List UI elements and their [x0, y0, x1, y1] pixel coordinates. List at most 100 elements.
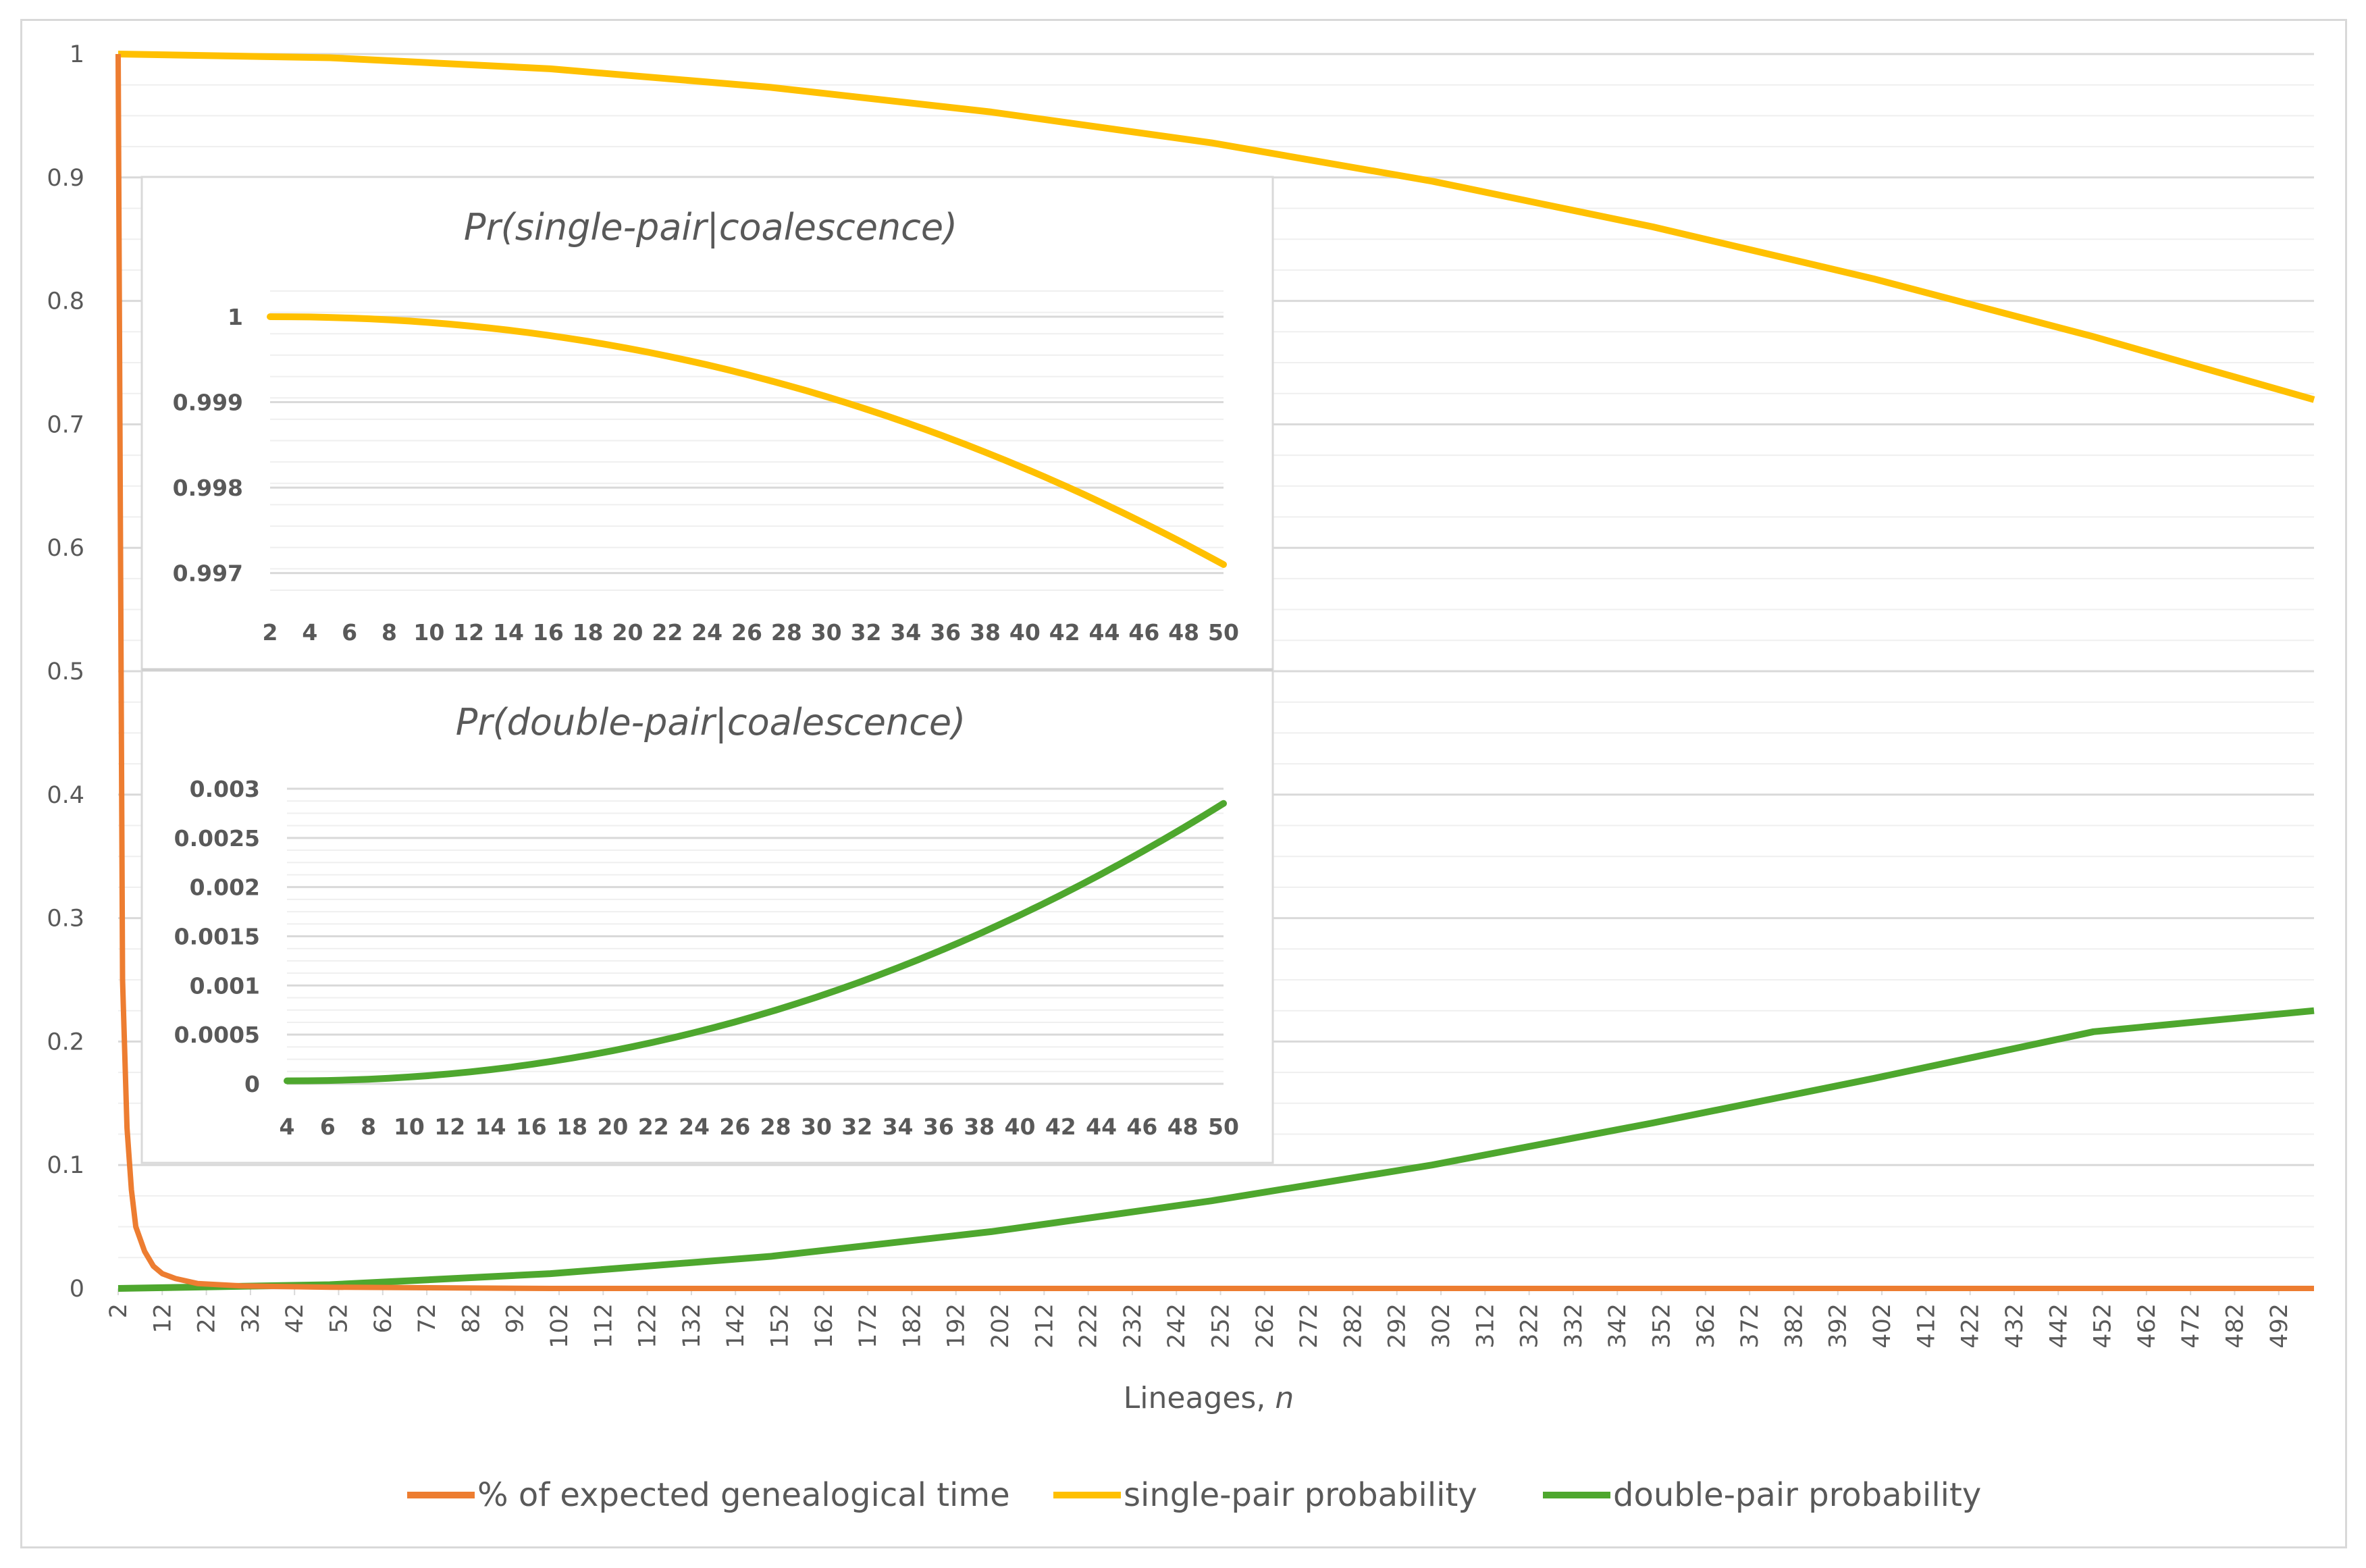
x-tick-label: 282	[1340, 1303, 1367, 1349]
inset-x-tick-label: 42	[1049, 619, 1080, 646]
inset-y-tick-label: 0.0025	[174, 825, 260, 852]
x-tick-label: 92	[502, 1303, 529, 1334]
x-tick-label: 332	[1560, 1303, 1587, 1349]
inset-series-line	[267, 313, 1227, 568]
inset-x-tick-label: 20	[597, 1114, 628, 1140]
x-tick-label: 102	[546, 1303, 573, 1349]
x-tick-label: 402	[1869, 1303, 1896, 1349]
chart-frame	[20, 19, 2347, 1548]
inset-y-tick-label: 0	[244, 1071, 260, 1097]
legend-item-1: single-pair probability	[1053, 1476, 1477, 1514]
inset-y-tick-label: 0.0015	[174, 924, 260, 950]
inset-x-tick-label: 6	[342, 619, 357, 646]
inset-single-pair: Pr(single-pair|coalescence) 0.997 0.998 0.9…	[173, 206, 1239, 646]
x-tick-label: 252	[1208, 1303, 1235, 1349]
legend-label: % of expected genealogical time	[477, 1476, 1010, 1514]
inset-x-tick-label: 50	[1208, 1114, 1239, 1140]
inset-x-tick-label: 4	[280, 1114, 295, 1140]
y-tick-label: 0.7	[47, 411, 84, 438]
x-tick-label: 392	[1825, 1303, 1852, 1349]
inset-x-tick-label: 50	[1208, 619, 1239, 646]
inset-x-tick-label: 34	[890, 619, 921, 646]
inset-x-tick-label: 36	[930, 619, 961, 646]
inset-x-tick-label: 36	[923, 1114, 954, 1140]
x-tick-label: 22	[194, 1303, 221, 1334]
inset-x-tick-label: 18	[573, 619, 604, 646]
y-tick-label: 0	[70, 1276, 84, 1303]
inset-x-tick-label: 40	[1005, 1114, 1036, 1140]
inset-x-tick-label: 44	[1086, 1114, 1117, 1140]
x-tick-label: 2	[105, 1303, 132, 1318]
x-tick-label: 432	[2001, 1303, 2028, 1349]
inset-x-tick-label: 42	[1045, 1114, 1076, 1140]
x-tick-label: 142	[722, 1303, 750, 1349]
x-tick-label: 72	[414, 1303, 441, 1334]
x-tick-label: 352	[1649, 1303, 1676, 1349]
x-tick-label: 172	[855, 1303, 882, 1349]
x-tick-label: 452	[2090, 1303, 2117, 1349]
inset-x-tick-label: 22	[638, 1114, 669, 1140]
y-tick-label: 1	[70, 41, 84, 68]
inset-x-tick-label: 30	[811, 619, 842, 646]
x-tick-label: 132	[679, 1303, 706, 1349]
x-tick-label: 12	[149, 1303, 176, 1334]
series-genealogical-time	[115, 53, 2314, 1291]
inset-x-tick-label: 14	[475, 1114, 506, 1140]
inset-x-tick-label: 16	[516, 1114, 547, 1140]
inset-x-tick-label: 14	[493, 619, 524, 646]
inset-x-tick-label: 26	[731, 619, 762, 646]
inset-x-tick-label: 2	[263, 619, 278, 646]
x-tick-label: 82	[458, 1303, 485, 1334]
x-tick-label: 422	[1957, 1303, 1984, 1349]
x-axis-title: Lineages, n	[1124, 1381, 1294, 1415]
inset-x-tick-label: 32	[851, 619, 882, 646]
x-tick-label: 492	[2266, 1303, 2293, 1349]
x-tick-label: 222	[1076, 1303, 1103, 1349]
x-tick-label: 62	[370, 1303, 397, 1334]
x-tick-label: 112	[590, 1303, 617, 1349]
inset-x-tick-label: 40	[1009, 619, 1041, 646]
series-double-pair	[117, 1007, 2315, 1292]
x-tick-label: 462	[2134, 1303, 2161, 1349]
x-tick-label: 312	[1472, 1303, 1499, 1349]
inset-y-tick-label: 0.001	[190, 972, 260, 999]
inset-x-tick-label: 4	[302, 619, 317, 646]
inset-x-tick-label: 32	[841, 1114, 872, 1140]
y-tick-label: 0.2	[47, 1028, 84, 1055]
inset-x-tick-label: 28	[771, 619, 802, 646]
inset-y-tick-label: 0.999	[173, 390, 243, 416]
y-tick-label: 0.8	[47, 288, 84, 315]
y-tick-label: 0.5	[47, 658, 84, 685]
x-tick-label: 162	[811, 1303, 838, 1349]
x-tick-label: 472	[2178, 1303, 2205, 1349]
y-tick-label: 0.6	[47, 535, 84, 562]
inset-x-tick-label: 12	[453, 619, 484, 646]
inset-title: Pr(double-pair|coalescence)	[456, 701, 966, 743]
y-tick-label: 0.9	[47, 165, 84, 192]
x-tick-label: 322	[1517, 1303, 1544, 1349]
inset-x-tick-label: 34	[883, 1114, 914, 1140]
inset-x-tick-label: 8	[382, 619, 397, 646]
inset-x-tick-label: 46	[1128, 619, 1159, 646]
inset-x-tick-label: 24	[679, 1114, 710, 1140]
inset-x-tick-label: 24	[691, 619, 722, 646]
x-tick-label: 272	[1296, 1303, 1323, 1349]
inset-y-tick-label: 0.002	[190, 874, 260, 901]
inset-y-tick-label: 1	[228, 304, 243, 330]
inset-x-tick-label: 46	[1126, 1114, 1157, 1140]
x-tick-label: 232	[1120, 1303, 1147, 1349]
inset-x-tick-label: 44	[1089, 619, 1120, 646]
legend-item-0: % of expected genealogical time	[407, 1476, 1010, 1514]
x-tick-label: 342	[1604, 1303, 1631, 1349]
inset-x-tick-label: 8	[361, 1114, 376, 1140]
x-tick-label: 192	[943, 1303, 970, 1349]
x-tick-label: 42	[282, 1303, 309, 1334]
x-tick-label: 122	[635, 1303, 662, 1349]
x-tick-label: 182	[899, 1303, 926, 1349]
series-single-pair	[117, 51, 2315, 403]
x-tick-label: 32	[238, 1303, 265, 1334]
x-tick-label: 212	[1031, 1303, 1058, 1349]
inset-x-tick-label: 48	[1168, 619, 1199, 646]
inset-x-tick-label: 20	[612, 619, 643, 646]
